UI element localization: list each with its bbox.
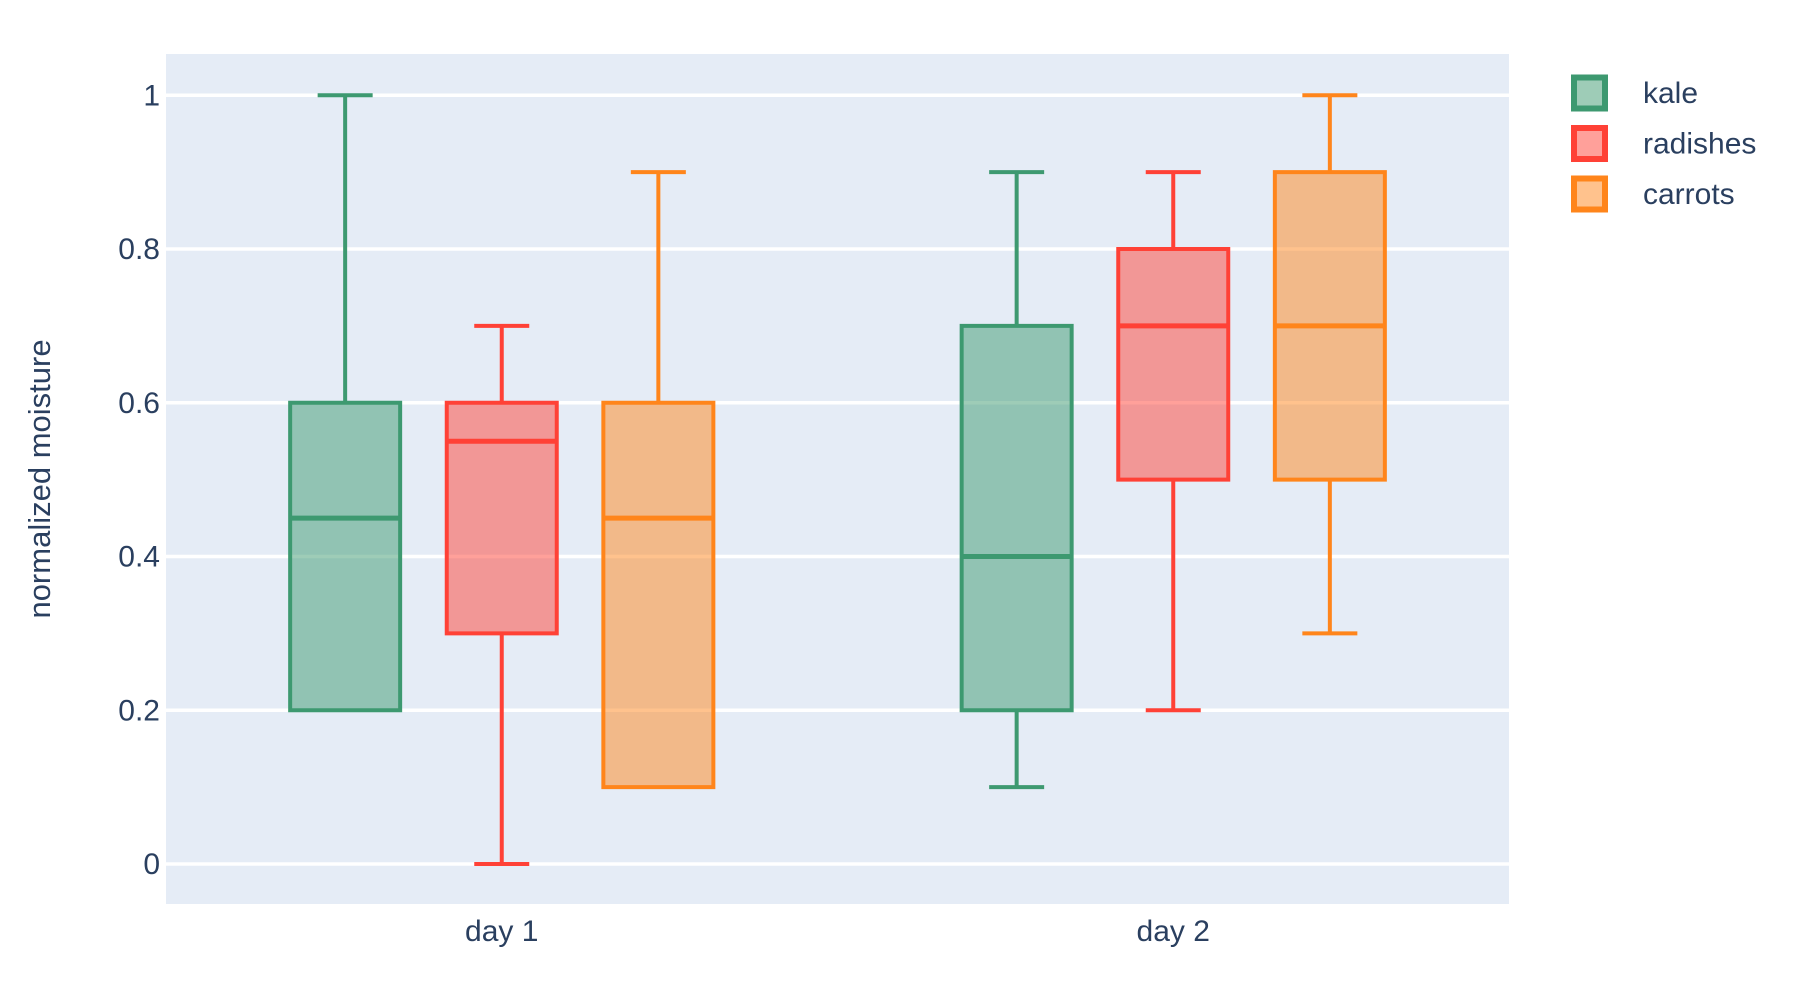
iqr-box [959, 323, 1074, 713]
legend-item-carrots[interactable]: carrots [1571, 175, 1735, 213]
legend-label-radishes: radishes [1643, 128, 1756, 161]
y-tick-label: 0.4 [118, 541, 160, 574]
iqr-box [288, 400, 403, 713]
y-tick-label: 1 [143, 79, 160, 112]
box-radishes-day-1[interactable] [444, 323, 559, 866]
y-axis-title: normalized moisture [22, 339, 57, 618]
x-tick-label: day 1 [465, 915, 538, 948]
box-radishes-day-2[interactable] [1116, 170, 1231, 713]
legend-swatch-radishes [1571, 125, 1608, 162]
legend-label-carrots: carrots [1643, 178, 1735, 211]
iqr-box [1116, 247, 1231, 482]
axis-labels-layer: 0 0.2 0.4 0.6 0.8 1 day 1 day 2 [118, 79, 1210, 948]
box-kale-day-2[interactable] [959, 170, 1074, 790]
legend-item-radishes[interactable]: radishes [1571, 125, 1756, 162]
box-kale-day-1[interactable] [288, 93, 403, 713]
boxes-layer [288, 93, 1387, 866]
iqr-box [601, 400, 716, 790]
box-carrots-day-1[interactable] [601, 170, 716, 790]
y-tick-label: 0.8 [118, 233, 160, 266]
legend-swatch-kale [1571, 74, 1608, 112]
iqr-box [444, 400, 559, 636]
y-tick-label: 0.6 [118, 387, 160, 420]
legend-item-kale[interactable]: kale [1571, 74, 1698, 112]
y-tick-label: 0.2 [118, 694, 160, 727]
legend-label-kale: kale [1643, 77, 1698, 110]
legend: kale radishes carrots [1571, 74, 1756, 213]
box-carrots-day-2[interactable] [1272, 93, 1387, 636]
y-tick-label: 0 [143, 848, 160, 881]
legend-swatch-carrots [1571, 175, 1608, 213]
x-tick-label: day 2 [1137, 915, 1210, 948]
